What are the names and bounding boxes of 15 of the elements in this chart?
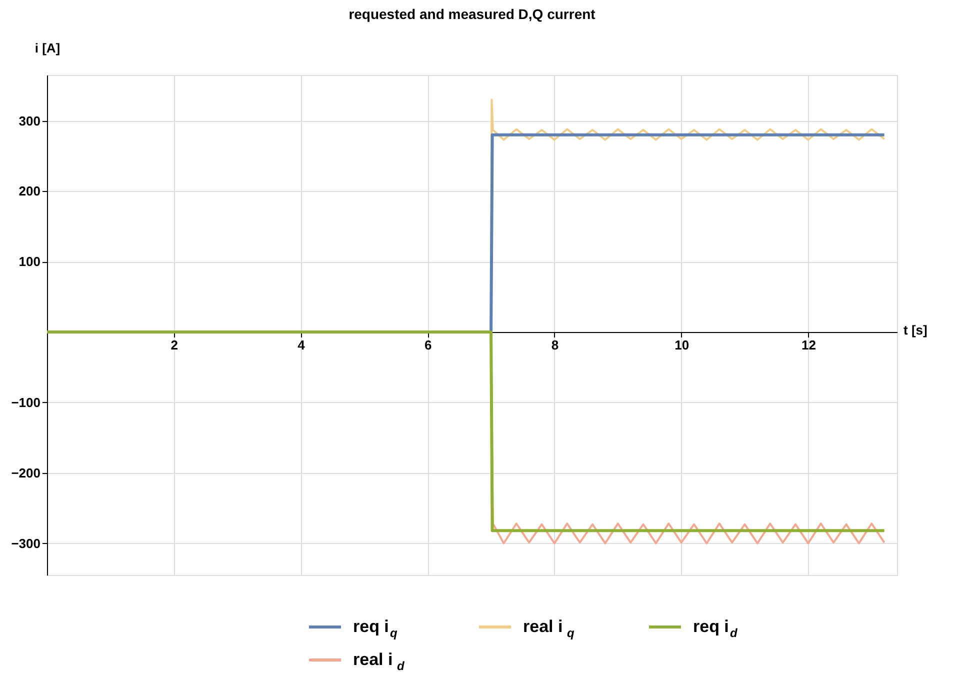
x-tick-label: 10 [674, 338, 690, 353]
x-tick-label: 12 [801, 338, 816, 353]
y-axis-title: i [A] [34, 40, 60, 56]
x-tick-label: 8 [551, 338, 559, 353]
x-axis-title: t [s] [904, 322, 928, 338]
x-tick-label: 6 [424, 338, 432, 353]
y-tick-label: −200 [11, 465, 40, 480]
y-tick-label: 200 [18, 184, 40, 199]
y-tick-label: 100 [18, 254, 40, 270]
y-tick-label: −300 [11, 536, 40, 551]
y-tick-label: 300 [18, 113, 40, 128]
chart-title: requested and measured D,Q current [348, 6, 596, 22]
x-tick-label: 4 [298, 338, 306, 353]
y-tick-label: −100 [11, 394, 40, 410]
x-tick-label: 2 [170, 338, 178, 353]
